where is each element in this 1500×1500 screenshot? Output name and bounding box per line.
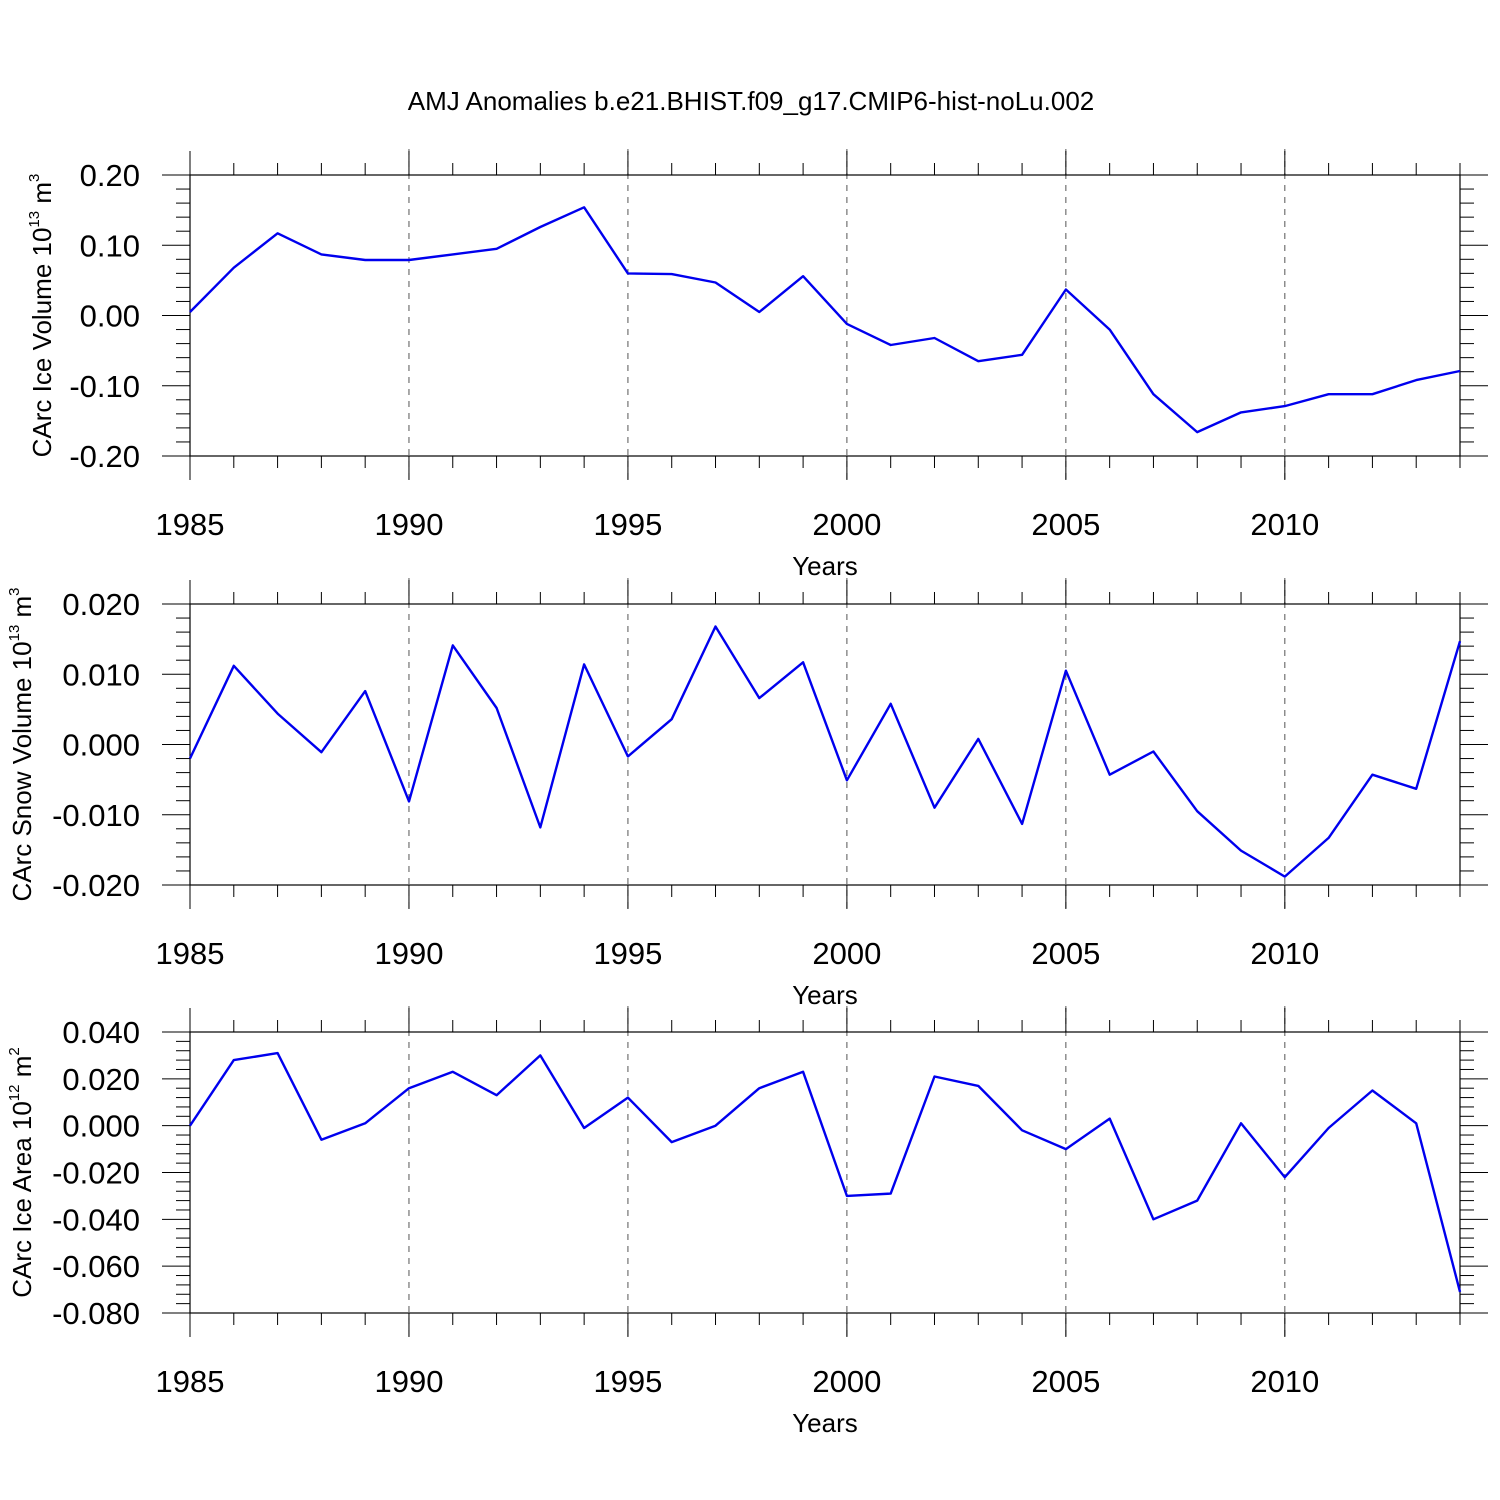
x-tick-label: 2005 bbox=[1031, 1364, 1100, 1399]
y-tick-label: -0.020 bbox=[52, 868, 140, 903]
y-tick-label: -0.060 bbox=[52, 1249, 140, 1284]
y-tick-label: -0.10 bbox=[69, 369, 140, 404]
plot-frame bbox=[189, 603, 1461, 886]
series-line bbox=[189, 1051, 1462, 1293]
series-line bbox=[188, 625, 1462, 878]
x-tick-label: 2010 bbox=[1250, 936, 1319, 971]
x-axis-label: Years bbox=[792, 551, 858, 581]
x-tick-label: 2005 bbox=[1031, 936, 1100, 971]
y-tick-label: -0.080 bbox=[52, 1296, 140, 1331]
x-tick-label: 2000 bbox=[812, 936, 881, 971]
y-tick-label: 0.00 bbox=[80, 299, 140, 334]
panel-1: 0.20 0.10 0.00 -0.10 -0.20 1985 1990 1995 2000 20… bbox=[26, 149, 1488, 581]
x-tick-label: 2005 bbox=[1031, 507, 1100, 542]
panel-3: 0.040 0.020 0.000 -0.020 -0.040 -0.060 -0.080 1… bbox=[6, 1006, 1488, 1438]
x-tick-label: 2010 bbox=[1250, 1364, 1319, 1399]
x-tick-label: 1995 bbox=[593, 936, 662, 971]
x-tick-label: 1990 bbox=[374, 1364, 443, 1399]
y-tick-label: 0.20 bbox=[80, 158, 140, 193]
figure-title: AMJ Anomalies b.e21.BHIST.f09_g17.CMIP6-… bbox=[408, 86, 1095, 116]
y-tick-label: 0.020 bbox=[62, 587, 140, 622]
y-tick-label: -0.040 bbox=[52, 1202, 140, 1237]
x-axis-label: Years bbox=[792, 1408, 858, 1438]
x-axis-label: Years bbox=[792, 980, 858, 1010]
y-tick-label: 0.010 bbox=[62, 657, 140, 692]
y-axis-label: CArc Ice Volume 1013 m3 bbox=[26, 174, 57, 458]
x-tick-label: 1985 bbox=[156, 507, 225, 542]
y-tick-label: 0.000 bbox=[62, 1109, 140, 1144]
x-tick-label: 2010 bbox=[1250, 507, 1319, 542]
y-axis-label: CArc Ice Area 1012 m2 bbox=[6, 1047, 37, 1297]
x-tick-label: 1985 bbox=[156, 1364, 225, 1399]
y-tick-label: 0.10 bbox=[80, 228, 140, 263]
y-tick-label: 0.000 bbox=[62, 728, 140, 763]
y-tick-label: 0.040 bbox=[62, 1015, 140, 1050]
x-tick-label: 1995 bbox=[593, 507, 662, 542]
x-tick-label: 1990 bbox=[374, 936, 443, 971]
y-tick-label: -0.010 bbox=[52, 798, 140, 833]
y-tick-label: -0.020 bbox=[52, 1156, 140, 1191]
series-line bbox=[189, 206, 1461, 434]
x-tick-label: 2000 bbox=[812, 1364, 881, 1399]
y-tick-label: 0.020 bbox=[62, 1062, 140, 1097]
plot-frame bbox=[189, 174, 1461, 457]
x-tick-label: 2000 bbox=[812, 507, 881, 542]
plot-frame bbox=[189, 1031, 1461, 1314]
y-tick-label: -0.20 bbox=[69, 439, 140, 474]
y-axis-label: CArc Snow Volume 1013 m3 bbox=[6, 587, 37, 901]
x-tick-label: 1990 bbox=[374, 507, 443, 542]
x-tick-label: 1995 bbox=[593, 1364, 662, 1399]
panel-2: 0.020 0.010 0.000 -0.010 -0.020 1985 1990 1995 2… bbox=[6, 578, 1488, 1010]
x-tick-label: 1985 bbox=[156, 936, 225, 971]
